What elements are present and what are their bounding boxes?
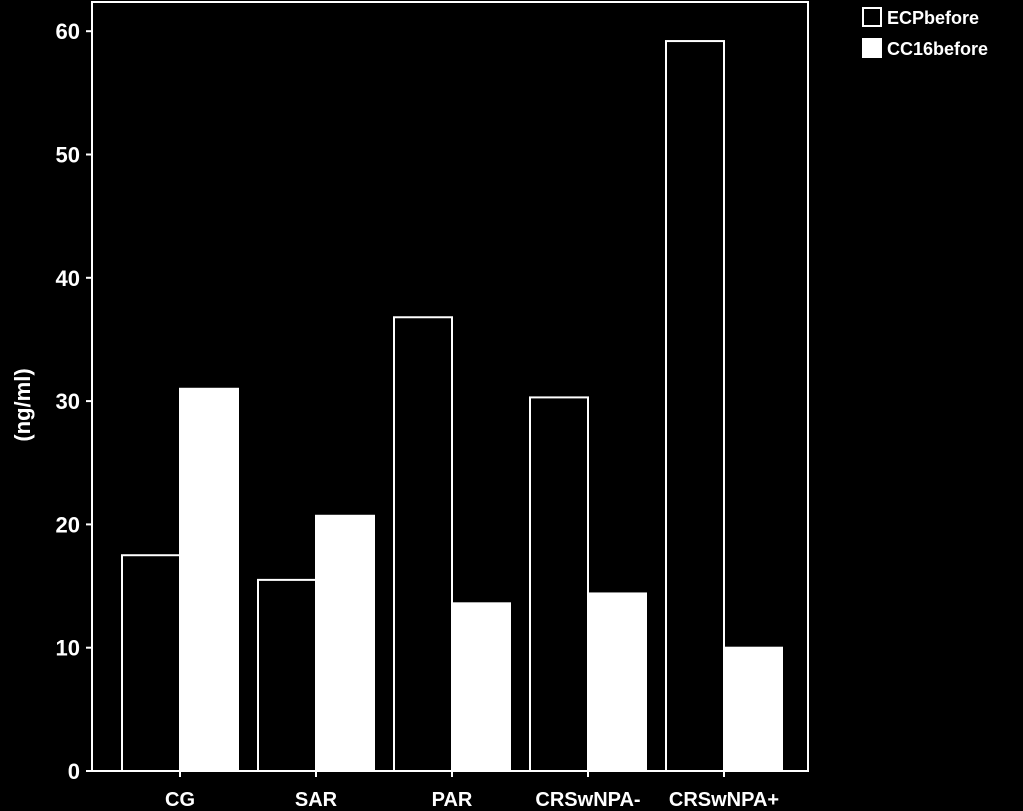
bar-CC16before-SAR [315,514,375,772]
bar-ECPbefore-CG [121,554,181,772]
x-tick-label: PAR [432,789,473,811]
y-axis-title: (ng/ml) [10,368,35,441]
legend-swatch-CC16before [862,38,882,58]
x-axis: CG SAR PAR CRSwNPA- CRSwNPA+ [165,771,779,811]
x-tick-label: SAR [295,789,338,811]
y-tick-label: 50 [56,143,80,168]
bar-ECPbefore-CRSwNPA+ [665,40,725,772]
bar-ECPbefore-SAR [257,578,317,773]
x-tick-label: CG [165,789,195,811]
bar-ECPbefore-CRSwNPA- [529,396,589,772]
legend-label-ECPbefore: ECPbefore [887,8,979,28]
y-tick-label: 30 [56,389,80,414]
y-tick-label: 40 [56,266,80,291]
bar-CC16before-PAR [451,602,511,773]
bar-CC16before-CRSwNPA+ [723,646,783,773]
legend-label-CC16before: CC16before [887,39,988,59]
x-tick-label: CRSwNPA- [535,789,640,811]
y-tick-label: 20 [56,512,80,537]
y-tick-label: 10 [56,636,80,661]
x-tick-label: CRSwNPA+ [669,789,779,811]
bar-CC16before-CRSwNPA- [587,592,647,772]
bars-group [121,40,783,773]
legend: ECPbefore CC16before [862,7,988,59]
bar-CC16before-CG [179,387,239,772]
y-axis: 0 10 20 30 40 50 60 [56,19,92,784]
bar-ECPbefore-PAR [393,316,453,772]
legend-swatch-ECPbefore [862,7,882,27]
y-tick-label: 60 [56,19,80,44]
y-tick-label: 0 [68,759,80,784]
